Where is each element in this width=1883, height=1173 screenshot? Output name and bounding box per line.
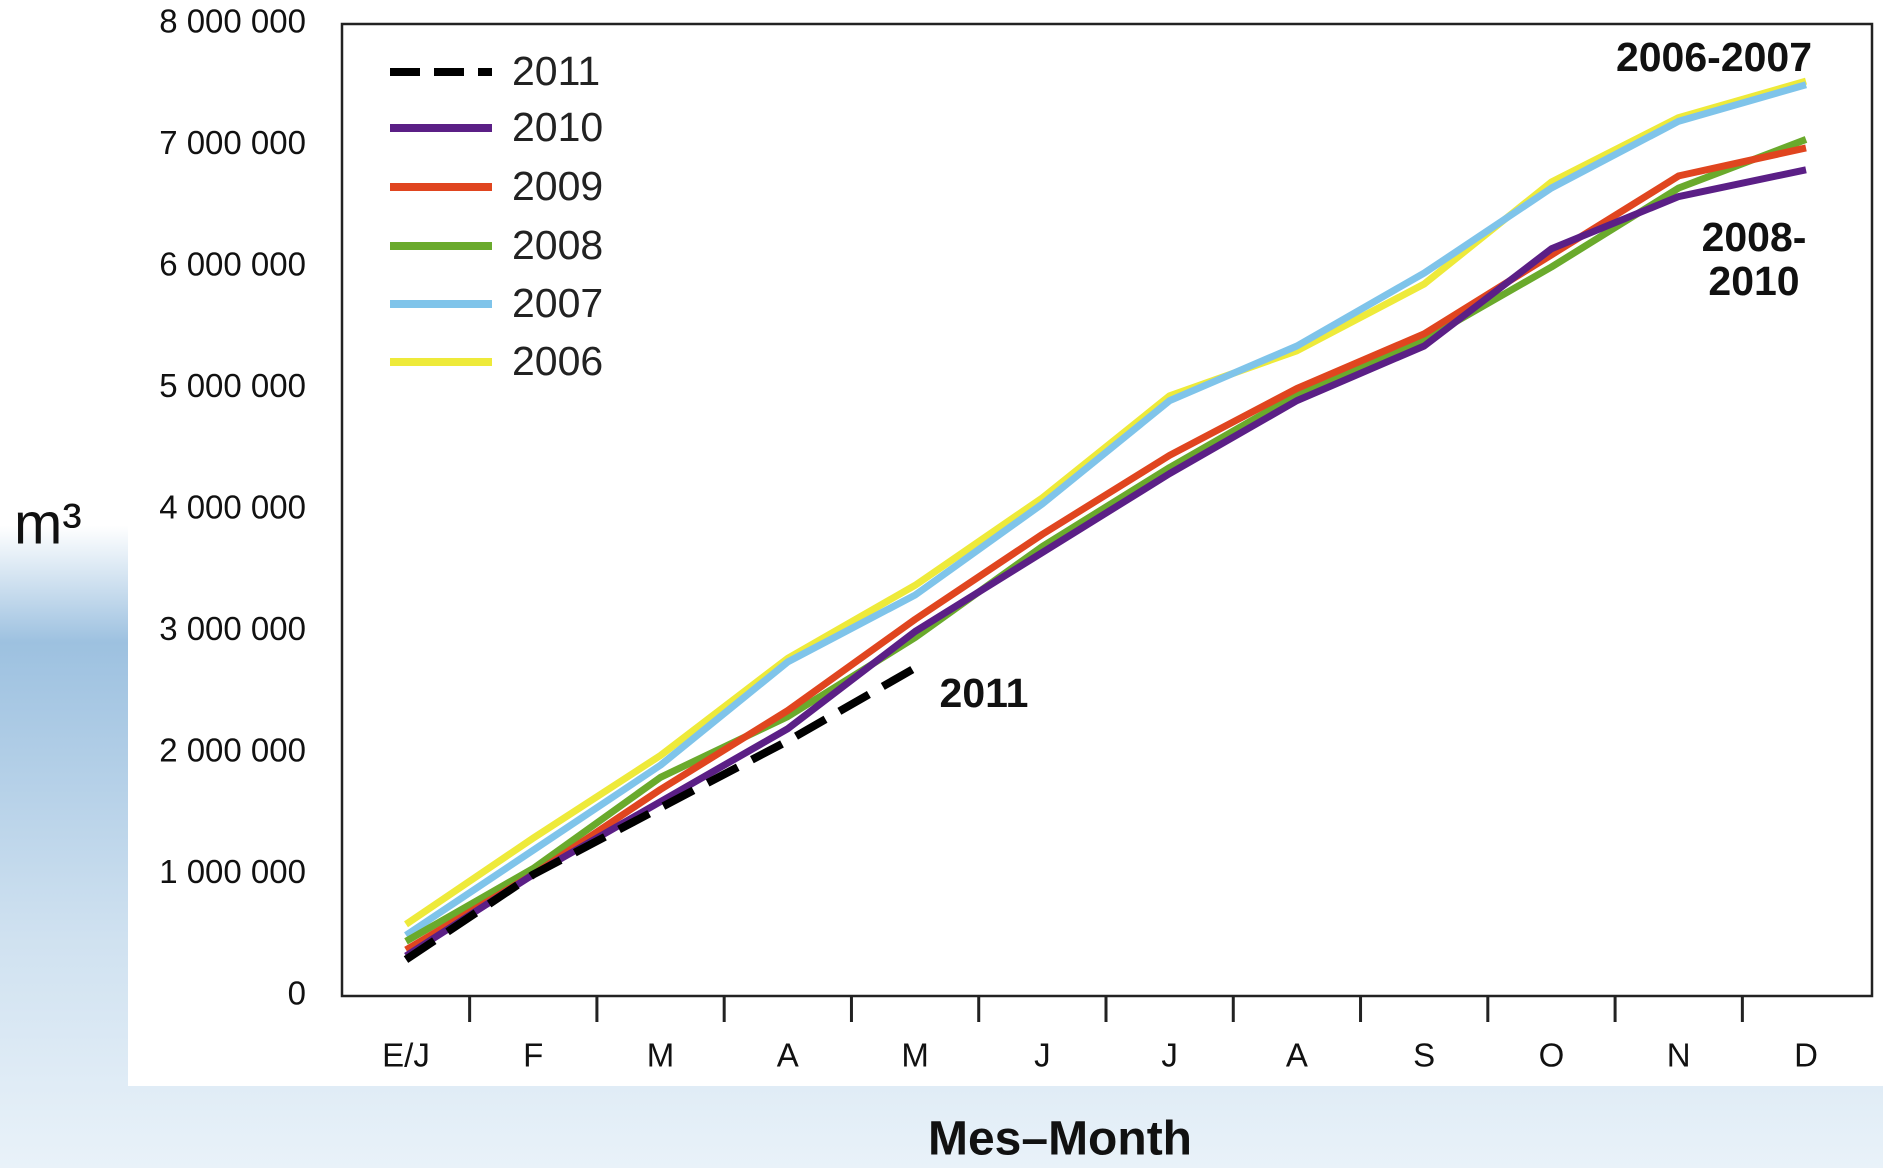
series-line [403,664,918,963]
legend-label: 2007 [512,280,603,326]
x-tick-label: E/J [382,1037,430,1074]
legend-label: 2006 [512,338,603,384]
legend-label: 2009 [512,163,603,209]
x-tick-label: S [1413,1037,1435,1074]
annotation: 2011 [940,670,1029,716]
x-tick-label: N [1667,1037,1691,1074]
series-line [404,166,1807,959]
x-tick-label: A [777,1037,799,1074]
x-tick-label: D [1794,1037,1818,1074]
y-axis-label: m³ [14,491,82,556]
y-tick-label: 2 000 000 [159,732,306,769]
y-tick-label: 7 000 000 [159,124,306,161]
x-tick-label: M [647,1037,675,1074]
y-tick-label: 0 [288,975,306,1012]
annotation: 2008-2010 [1702,214,1807,304]
y-tick-label: 8 000 000 [159,3,306,40]
x-tick-label: A [1286,1037,1308,1074]
x-tick-label: O [1539,1037,1565,1074]
x-tick-label: J [1161,1037,1178,1074]
y-tick-label: 4 000 000 [159,489,306,526]
x-tick-label: F [523,1037,543,1074]
x-tick-label: M [901,1037,929,1074]
y-tick-label: 1 000 000 [159,853,306,890]
legend-label: 2008 [512,222,603,268]
x-tick-label: J [1034,1037,1051,1074]
chart-panel [128,0,1883,1086]
annotation: 2006-2007 [1616,34,1812,80]
series-line [404,136,1808,945]
x-axis-label: Mes–Month [928,1113,1192,1166]
y-tick-label: 5 000 000 [159,367,306,404]
y-tick-label: 3 000 000 [159,610,306,647]
y-tick-label: 6 000 000 [159,246,306,283]
series-line [404,77,1807,928]
series-line [404,81,1807,939]
legend-label: 2010 [512,104,603,150]
legend-label: 2011 [512,48,600,94]
